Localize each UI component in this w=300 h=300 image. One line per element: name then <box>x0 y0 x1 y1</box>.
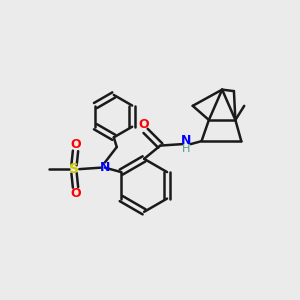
Text: S: S <box>69 162 79 176</box>
Text: O: O <box>139 118 149 131</box>
Text: O: O <box>70 188 81 200</box>
Text: N: N <box>181 134 191 147</box>
Text: H: H <box>182 144 190 154</box>
Text: O: O <box>70 138 81 151</box>
Text: N: N <box>100 161 110 174</box>
